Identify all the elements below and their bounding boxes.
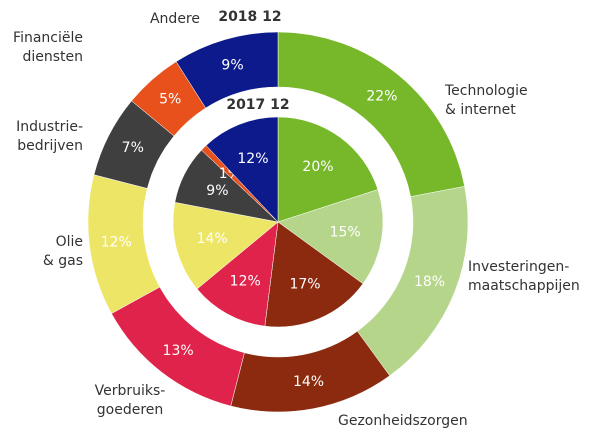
category-label: Investeringen- maatschappijen — [468, 259, 580, 294]
value-label: 17% — [289, 276, 320, 292]
series-label: 2017 12 — [226, 97, 289, 113]
segment — [277, 116, 379, 223]
value-label: 22% — [366, 88, 397, 104]
segment — [172, 202, 279, 290]
value-label: 14% — [197, 231, 228, 247]
segment — [175, 31, 279, 109]
category-label: Gezonheidszorgen — [338, 413, 468, 429]
value-label: 9% — [221, 57, 243, 73]
series-label: 2018 12 — [218, 9, 281, 25]
value-label: 12% — [237, 151, 268, 167]
value-label: 13% — [163, 343, 194, 359]
segment — [277, 189, 384, 285]
category-label: Andere — [149, 11, 200, 27]
value-label: 20% — [302, 159, 333, 175]
value-label: 9% — [206, 183, 228, 199]
value-label: 12% — [230, 274, 261, 290]
segment — [230, 330, 391, 413]
segment — [205, 116, 279, 223]
category-label: Technologie & internet — [445, 83, 528, 118]
category-label: Financiële diensten — [13, 30, 83, 65]
value-label: 14% — [293, 374, 324, 390]
value-label: 18% — [414, 274, 445, 290]
category-label: Olie & gas — [42, 234, 83, 269]
value-label: 7% — [122, 140, 144, 156]
segment — [196, 221, 279, 327]
segment — [264, 221, 364, 328]
value-label: 12% — [101, 234, 132, 250]
category-label: Verbruiks- goederen — [94, 383, 166, 418]
value-label: 5% — [159, 92, 181, 108]
value-label: 15% — [330, 225, 361, 241]
category-label: Industrie- bedrijven — [16, 119, 83, 154]
